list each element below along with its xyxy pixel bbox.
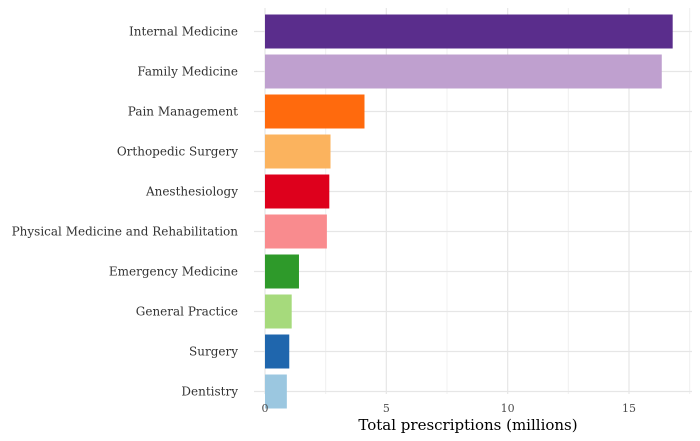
x-tick-label: 15 xyxy=(622,402,636,415)
category-label: Family Medicine xyxy=(137,65,238,79)
category-label: Emergency Medicine xyxy=(109,265,238,279)
category-label: Pain Management xyxy=(128,105,238,119)
category-label: Orthopedic Surgery xyxy=(117,145,238,159)
bar xyxy=(265,94,365,129)
category-label: Dentistry xyxy=(181,385,238,399)
category-label: Anesthesiology xyxy=(145,185,238,199)
x-tick-labels: 0 5 10 15 xyxy=(262,402,637,415)
bar xyxy=(265,294,292,329)
bar xyxy=(265,174,330,209)
category-label: Internal Medicine xyxy=(129,25,238,39)
bars xyxy=(265,14,673,409)
x-axis-title: Total prescriptions (millions) xyxy=(358,416,577,434)
bar xyxy=(265,214,327,249)
category-labels: Internal Medicine Family Medicine Pain Man… xyxy=(12,25,239,399)
bar xyxy=(265,334,290,369)
x-tick-label: 5 xyxy=(383,402,390,415)
bar xyxy=(265,54,662,89)
bar xyxy=(265,14,673,49)
x-tick-label: 0 xyxy=(262,402,269,415)
category-label: Surgery xyxy=(189,345,238,359)
x-tick-label: 10 xyxy=(501,402,515,415)
bar xyxy=(265,134,331,169)
bar xyxy=(265,254,299,289)
category-label: Physical Medicine and Rehabilitation xyxy=(12,225,239,239)
bar xyxy=(265,374,287,409)
category-label: General Practice xyxy=(136,305,238,319)
